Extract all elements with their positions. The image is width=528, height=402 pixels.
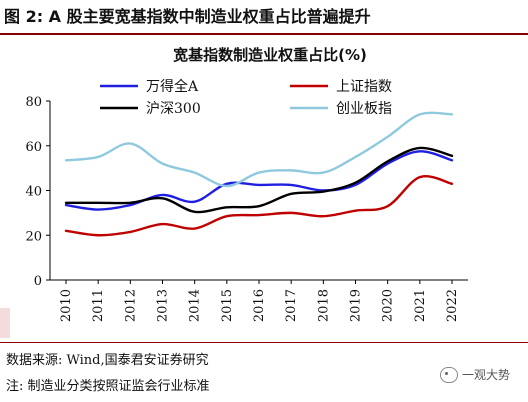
watermark-text: 一观大势 xyxy=(462,368,511,382)
x-tick-label: 2011 xyxy=(91,289,106,322)
x-tick-label: 2022 xyxy=(445,289,460,322)
legend-label: 创业板指 xyxy=(336,101,392,117)
source-note: 数据来源: Wind,国泰君安证券研究 xyxy=(6,353,209,368)
y-tick-label: 0 xyxy=(34,274,42,289)
x-tick-label: 2010 xyxy=(59,289,74,322)
x-tick-label: 2013 xyxy=(156,289,171,322)
legend-label: 万得全A xyxy=(146,78,199,95)
x-tick-label: 2021 xyxy=(413,289,428,322)
chart-title: 宽基指数制造业权重占比(%) xyxy=(172,46,367,64)
figure-title: 图 2: A 股主要宽基指数中制造业权重占比普遍提升 xyxy=(4,7,371,26)
x-tick-label: 2014 xyxy=(188,289,203,322)
y-tick-label: 20 xyxy=(25,229,42,244)
axes: 0 20 40 60 80 2010 2011 2012 2013 2014 2015 2016 201… xyxy=(25,95,468,322)
title-divider xyxy=(0,33,528,35)
x-tick-label: 2018 xyxy=(316,289,331,322)
x-tick-label: 2019 xyxy=(349,289,364,322)
x-tick-label: 2015 xyxy=(220,289,235,322)
series-line xyxy=(64,146,454,214)
series-line xyxy=(64,111,454,188)
legend-label: 沪深300 xyxy=(146,101,201,117)
x-tick-label: 2016 xyxy=(252,289,267,322)
watermark: 一观大势 xyxy=(440,366,510,383)
y-tick-label: 80 xyxy=(25,95,42,110)
y-tick-label: 60 xyxy=(25,140,42,155)
series-line xyxy=(64,175,454,237)
legend-label: 上证指数 xyxy=(336,79,392,95)
wechat-icon xyxy=(440,366,458,383)
decorative-ribbon xyxy=(0,308,10,338)
y-tick-label: 40 xyxy=(25,185,42,200)
series-layer xyxy=(64,111,454,237)
x-tick-label: 2017 xyxy=(284,289,299,322)
series-line xyxy=(64,150,454,211)
x-tick-label: 2012 xyxy=(123,289,138,322)
footer-divider xyxy=(0,342,528,343)
standard-note: 注: 制造业分类按照证监会行业标准 xyxy=(6,379,210,394)
x-tick-label: 2020 xyxy=(381,289,396,322)
